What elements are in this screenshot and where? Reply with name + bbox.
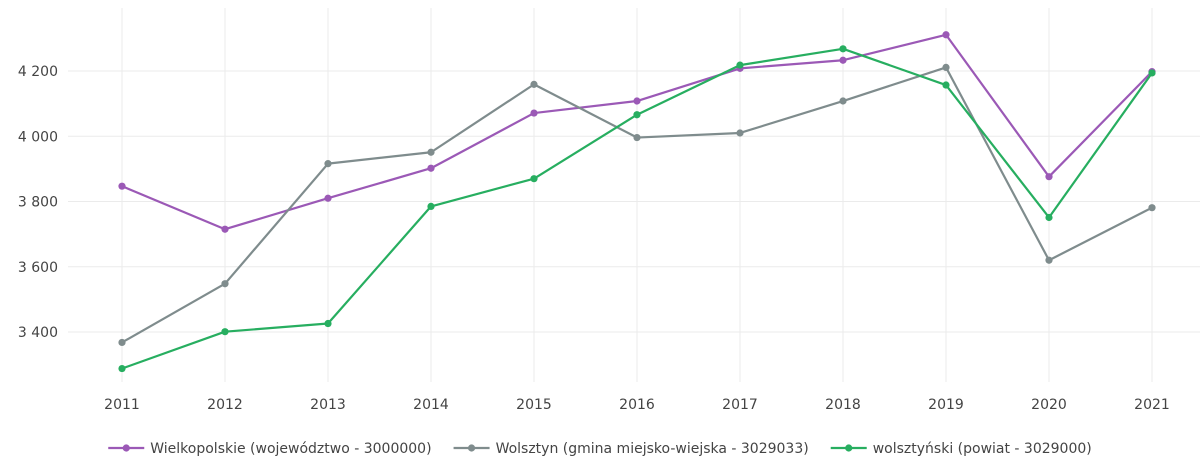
x-tick-label: 2021 bbox=[1134, 397, 1170, 413]
data-point bbox=[221, 280, 229, 288]
x-tick-label: 2014 bbox=[413, 397, 449, 413]
y-tick-label: 4 200 bbox=[18, 64, 58, 80]
legend-item-1: Wielkopolskie (województwo - 3000000) bbox=[108, 441, 432, 456]
data-point bbox=[427, 202, 435, 210]
data-point bbox=[324, 160, 332, 168]
x-tick-label: 2020 bbox=[1031, 397, 1067, 413]
data-point bbox=[1148, 69, 1156, 77]
data-point bbox=[942, 31, 950, 39]
legend: Wielkopolskie (województwo - 3000000) Wol… bbox=[108, 441, 1092, 456]
data-point bbox=[530, 109, 538, 117]
data-point bbox=[530, 175, 538, 183]
x-tick-label: 2012 bbox=[207, 397, 243, 413]
y-tick-label: 3 800 bbox=[18, 195, 58, 211]
data-point bbox=[1045, 173, 1053, 181]
x-tick-label: 2011 bbox=[104, 397, 140, 413]
series-lines bbox=[118, 31, 1156, 373]
data-point bbox=[633, 111, 641, 119]
data-point bbox=[633, 97, 641, 105]
legend-swatch-marker bbox=[122, 444, 130, 452]
legend-item-3: wolsztyński (powiat - 3029000) bbox=[830, 441, 1092, 456]
series-3 bbox=[118, 45, 1156, 373]
data-point bbox=[427, 164, 435, 172]
data-point bbox=[1045, 256, 1053, 264]
x-tick-label: 2015 bbox=[516, 397, 552, 413]
legend-label: Wielkopolskie (województwo - 3000000) bbox=[150, 441, 431, 456]
x-tick-label: 2019 bbox=[928, 397, 964, 413]
legend-swatch-marker bbox=[845, 444, 853, 452]
legend-item-2: Wolsztyn (gmina miejsko-wiejska - 302903… bbox=[453, 441, 809, 456]
y-axis-ticks: 3 400 3 600 3 800 4 000 4 200 bbox=[18, 64, 58, 341]
series-2 bbox=[118, 63, 1156, 347]
legend-label: wolsztyński (powiat - 3029000) bbox=[873, 441, 1092, 456]
data-point bbox=[118, 182, 126, 190]
x-tick-label: 2017 bbox=[722, 397, 758, 413]
y-tick-label: 3 400 bbox=[18, 325, 58, 341]
data-point bbox=[1045, 213, 1053, 222]
data-point bbox=[736, 61, 744, 69]
data-point bbox=[1148, 204, 1156, 212]
x-tick-label: 2018 bbox=[825, 397, 861, 413]
data-point bbox=[221, 225, 229, 233]
data-point bbox=[736, 129, 744, 137]
data-point bbox=[427, 148, 435, 156]
x-axis-ticks: 2011 2012 2013 2014 2015 2016 2017 2018 2019 2020… bbox=[104, 397, 1170, 413]
data-point bbox=[118, 338, 126, 347]
data-point bbox=[530, 80, 538, 88]
data-point bbox=[221, 328, 229, 336]
y-tick-label: 3 600 bbox=[18, 260, 58, 276]
data-point bbox=[942, 63, 950, 72]
data-point bbox=[839, 97, 847, 105]
x-tick-label: 2016 bbox=[619, 397, 655, 413]
series-1 bbox=[118, 31, 1156, 233]
data-point bbox=[324, 319, 332, 328]
legend-label: Wolsztyn (gmina miejsko-wiejska - 302903… bbox=[496, 441, 809, 456]
y-tick-label: 4 000 bbox=[18, 129, 58, 145]
x-tick-label: 2013 bbox=[310, 397, 346, 413]
data-point bbox=[839, 45, 847, 53]
data-point bbox=[324, 194, 332, 202]
legend-swatch-marker bbox=[467, 444, 476, 452]
data-point bbox=[633, 133, 641, 142]
data-point bbox=[839, 56, 847, 64]
data-point bbox=[118, 364, 126, 373]
data-point bbox=[942, 81, 950, 89]
